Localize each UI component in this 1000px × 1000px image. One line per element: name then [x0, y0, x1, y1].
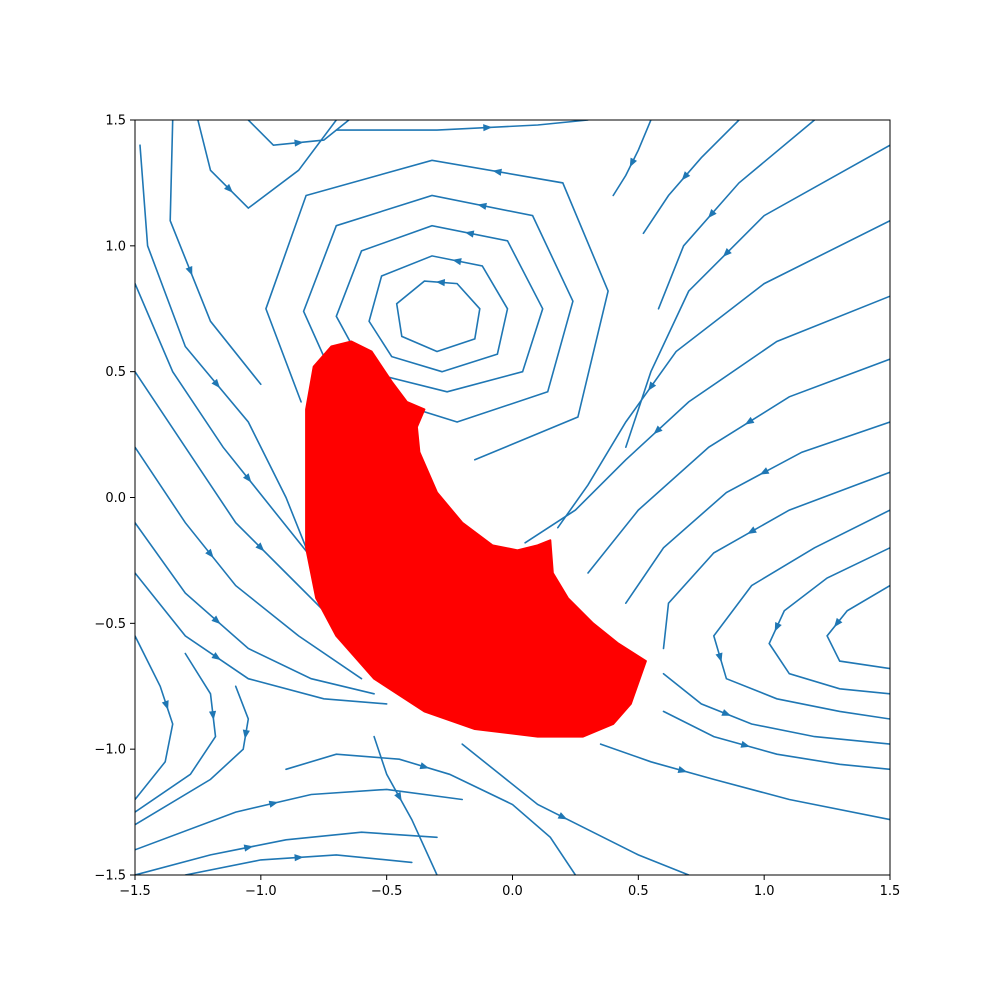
streamline-arrow-13: [161, 700, 169, 710]
streamline-arrow-33: [722, 248, 732, 257]
streamline-arrow-29: [759, 467, 770, 475]
streamline-arrow-5: [492, 168, 502, 176]
streamline-24: [662, 672, 890, 745]
streamline-arrow-31: [653, 425, 663, 435]
streamline-arrow-16: [268, 800, 279, 808]
streamline-arrow-24: [721, 709, 732, 716]
streamline-arrow-22: [677, 766, 688, 773]
x-tick-label: −1.0: [245, 884, 277, 899]
streamline-29: [625, 421, 890, 604]
streamline-22: [599, 743, 890, 821]
streamline-27: [826, 584, 890, 670]
streamline-arrow-26: [774, 621, 782, 632]
streamline-arrow-39: [483, 124, 493, 132]
x-tick-label: 0.5: [628, 884, 649, 899]
streamline-14: [135, 652, 217, 813]
streamline-10: [135, 446, 363, 680]
streamline-arrow-37: [224, 183, 233, 193]
streamline-arrow-34: [707, 209, 717, 219]
streamline-arrow-10: [205, 548, 214, 559]
streamline-arrow-25: [715, 652, 723, 663]
streamline-arrow-2: [452, 258, 462, 266]
x-tick-label: 1.5: [880, 884, 901, 899]
y-tick-label: −1.5: [94, 869, 126, 884]
streamline-arrow-4: [477, 202, 487, 210]
streamline-16: [135, 788, 463, 851]
x-axis-ticks: −1.5 −1.0 −0.5 0.0 0.5 1.0 1.5: [119, 875, 900, 899]
y-tick-label: 0.0: [105, 491, 126, 506]
streamline-arrow-12: [211, 652, 221, 661]
streamline-17: [135, 831, 438, 875]
filled-region-group: [305, 340, 647, 738]
y-tick-label: −0.5: [94, 617, 126, 632]
streamline-arrow-7: [185, 265, 193, 276]
streamline-arrow-19: [419, 762, 430, 770]
streamline-arrow-14: [208, 710, 217, 721]
y-tick-label: 1.5: [105, 114, 126, 129]
streamline-arrow-30: [744, 416, 755, 425]
y-axis-ticks: 1.5 1.0 0.5 0.0 −0.5 −1.0 −1.5: [94, 114, 135, 884]
red-region: [305, 340, 647, 738]
y-tick-label: 1.0: [105, 239, 126, 254]
streamline-arrow-8: [242, 473, 252, 483]
x-tick-label: 0.0: [502, 884, 523, 899]
plot-area: [135, 120, 890, 875]
streamline-arrow-27: [833, 617, 843, 628]
streamline-28: [662, 471, 890, 650]
x-tick-label: −0.5: [371, 884, 403, 899]
streamline-15: [135, 685, 250, 826]
streamline-arrow-11: [211, 615, 221, 625]
streamline-arrow-15: [242, 729, 250, 740]
streamline-30: [587, 358, 890, 574]
y-tick-label: −1.0: [94, 743, 126, 758]
streamline-19: [285, 753, 577, 875]
streamline-arrow-1: [435, 279, 446, 287]
streamline-37: [197, 120, 338, 210]
x-tick-label: −1.5: [119, 884, 151, 899]
streamline-arrow-36: [629, 157, 638, 168]
streamline-arrow-18: [294, 854, 304, 862]
y-tick-label: 0.5: [105, 365, 126, 380]
streamline-26: [768, 547, 890, 695]
streamline-arrow-35: [681, 171, 691, 181]
streamline-arrow-6: [211, 378, 221, 389]
streamline-arrow-23: [740, 740, 751, 748]
streamline-33: [625, 144, 890, 448]
x-tick-label: 1.0: [754, 884, 775, 899]
streamline-13: [135, 635, 174, 801]
streamline-arrow-17: [243, 844, 254, 852]
streamline-11: [135, 521, 375, 695]
streamline-arrow-9: [255, 542, 265, 552]
streamline-arrow-38: [294, 139, 304, 147]
streamline-23: [662, 710, 890, 771]
streamline-arrow-3: [464, 230, 475, 238]
streamline-12: [135, 572, 388, 705]
streamline-arrow-32: [647, 381, 657, 391]
streamline-arrow-21: [557, 812, 568, 820]
streamline-2: [368, 255, 509, 373]
streamline-arrow-28: [747, 526, 757, 534]
streamline-arrow-20: [394, 791, 402, 802]
